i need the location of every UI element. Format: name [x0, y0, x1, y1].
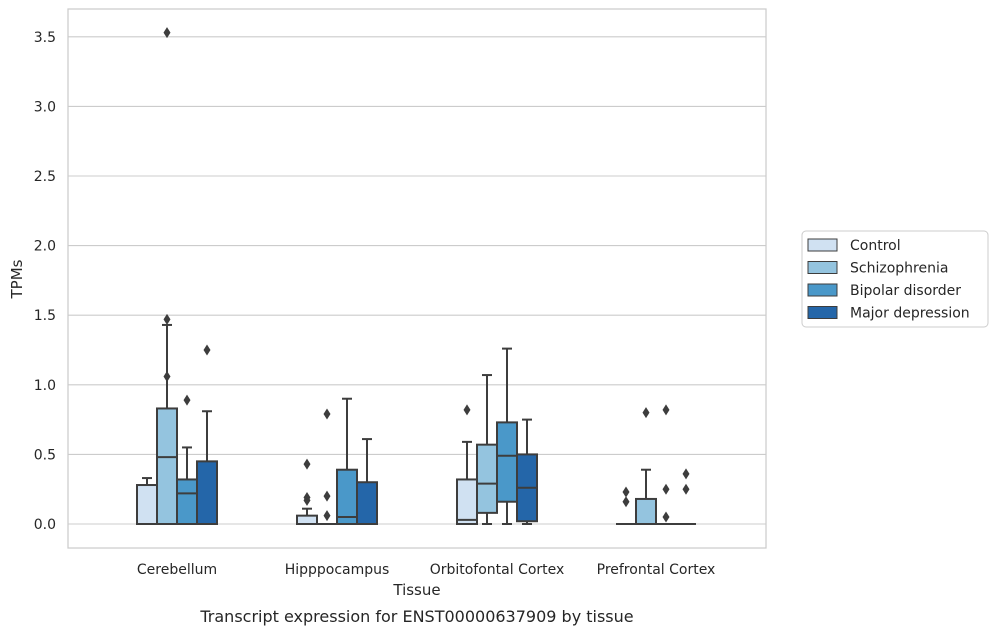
outlier-point [622, 496, 630, 508]
x-tick-label: Hipppocampus [285, 562, 390, 578]
y-tick-label: 2.0 [34, 239, 56, 255]
legend-label: Bipolar disorder [850, 283, 961, 299]
outlier-point [323, 510, 331, 522]
outlier-point [463, 404, 471, 416]
box-schizophrenia [635, 407, 657, 525]
box-major-depression [196, 344, 218, 525]
legend-swatch [807, 306, 838, 319]
legend-swatch [807, 261, 838, 274]
outlier-point [682, 468, 690, 480]
x-tick-label: Orbitofontal Cortex [430, 562, 565, 578]
box-schizophrenia [156, 27, 178, 525]
outlier-point [303, 492, 311, 504]
box-major-depression [676, 468, 696, 525]
grid-lines [68, 36, 766, 525]
x-tick-label: Cerebellum [137, 562, 217, 578]
outlier-point [303, 458, 311, 470]
outlier-point [642, 407, 650, 419]
box [476, 443, 498, 514]
plot-frame [67, 8, 767, 549]
outlier-point [662, 511, 670, 523]
legend: Control Schizophrenia Bipolar disorder Majo… [801, 230, 989, 328]
x-axis-label: Tissue [392, 581, 440, 599]
x-tick-label: Prefrontal Cortex [597, 562, 716, 578]
y-tick-label: 1.5 [34, 308, 56, 324]
legend-swatch [807, 283, 838, 297]
legend-swatch [807, 238, 838, 252]
outlier-point [682, 483, 690, 495]
box [356, 481, 378, 525]
box [296, 514, 318, 526]
box-control [616, 486, 636, 525]
box-bipolar-disorder [496, 347, 518, 525]
x-axis-ticks: Cerebellum Hipppocampus Orbitofontal Corte… [137, 562, 715, 578]
outlier-point [183, 394, 191, 406]
box [496, 421, 518, 503]
box-groups [136, 27, 696, 526]
box [456, 478, 478, 525]
box [156, 407, 178, 525]
y-tick-label: 1.0 [34, 378, 56, 394]
outlier-point [662, 404, 670, 416]
outlier-point [163, 370, 171, 382]
legend-label: Major depression [850, 306, 970, 322]
box-schizophrenia [317, 408, 337, 525]
chart-caption: Transcript expression for ENST0000063790… [199, 607, 633, 626]
box [635, 497, 657, 525]
outlier-point [662, 483, 670, 495]
box-major-depression [356, 438, 378, 525]
box-control [296, 458, 318, 526]
box [336, 468, 358, 526]
outlier-point [622, 486, 630, 498]
y-axis-ticks: 0.0 0.5 1.0 1.5 2.0 2.5 3.0 3.5 [34, 30, 56, 533]
legend-label: Control [850, 238, 901, 254]
outlier-point [203, 344, 211, 356]
box-schizophrenia [476, 374, 498, 525]
box-bipolar-disorder [656, 404, 676, 525]
outlier-point [163, 27, 171, 39]
y-tick-label: 0.0 [34, 517, 56, 533]
box-bipolar-disorder [176, 394, 198, 525]
outlier-point [323, 490, 331, 502]
legend-frame [801, 230, 989, 328]
box [176, 478, 198, 525]
y-tick-label: 3.0 [34, 99, 56, 115]
box-control [136, 477, 158, 525]
box [196, 460, 218, 525]
y-axis-label: TPMs [8, 259, 26, 299]
box-major-depression [516, 418, 538, 525]
outlier-point [163, 313, 171, 325]
y-tick-label: 0.5 [34, 447, 56, 463]
y-tick-label: 3.5 [34, 30, 56, 46]
legend-label: Schizophrenia [850, 261, 948, 277]
box [136, 484, 158, 525]
outlier-point [323, 408, 331, 420]
box-bipolar-disorder [336, 397, 358, 526]
box-control [456, 404, 478, 525]
y-tick-label: 2.5 [34, 169, 56, 185]
